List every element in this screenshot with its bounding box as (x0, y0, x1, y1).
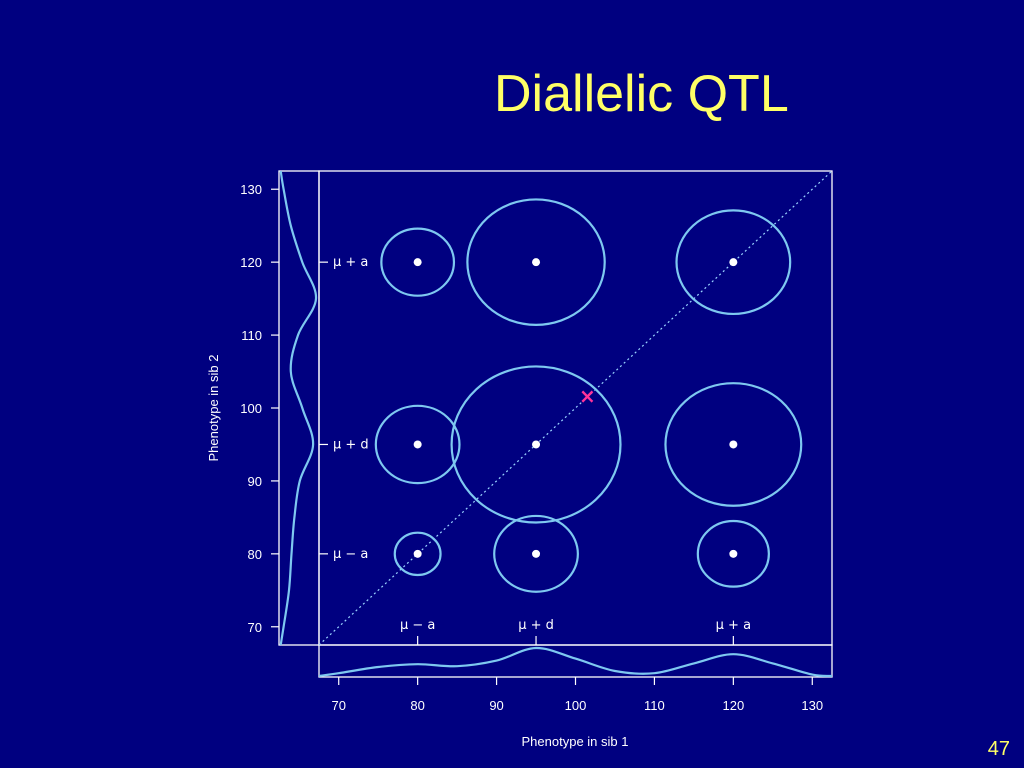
ellipse-0 (380, 227, 456, 297)
x-tick-label-110: 110 (644, 698, 665, 713)
mean-point-1 (532, 258, 541, 267)
x-tick-label-70: 70 (331, 698, 345, 713)
x-tick-label-130: 130 (801, 698, 823, 713)
mean-point-7 (532, 549, 541, 558)
y-tick-label-90: 90 (248, 474, 262, 489)
marker-x: × (579, 384, 596, 408)
observed-pair-marker: × (579, 384, 596, 408)
ellipse-8 (696, 519, 770, 588)
genotype-ellipses (374, 198, 803, 593)
page-number: 47 (987, 738, 1010, 760)
ellipse-4 (450, 365, 622, 524)
mean-point-4 (532, 440, 541, 449)
diagonal-line (318, 170, 833, 646)
y-tick-label-70: 70 (248, 620, 262, 635)
mean-point-8 (729, 549, 738, 558)
y-axis-label: Phenotype in sib 2 (206, 355, 221, 462)
bottom-density-frame (318, 644, 833, 678)
slide-title: Diallelic QTL (494, 65, 789, 123)
x-tick-label-100: 100 (565, 698, 587, 713)
genotype-x-label-1: μ + d (518, 618, 554, 633)
ellipse-1 (466, 198, 606, 326)
sib1-density-curve (318, 646, 833, 678)
genotype-x-label-0: μ − a (400, 618, 435, 633)
mean-point-2 (729, 258, 738, 267)
y-tick-label-80: 80 (248, 547, 262, 562)
left-density-frame (278, 170, 320, 646)
y-tick-label-130: 130 (240, 182, 262, 197)
genotype-y-label-1: μ + d (333, 437, 369, 452)
mean-point-6 (413, 549, 422, 558)
genotype-y-label-2: μ + a (333, 255, 368, 270)
ellipse-3 (374, 404, 461, 485)
ellipse-5 (664, 382, 803, 507)
genotype-mean-labels: μ − a μ − a μ + d μ + d μ + a μ + a (319, 255, 751, 645)
y-axis: 70 80 90 100 110 120 130 (240, 182, 279, 635)
ellipse-2 (675, 209, 792, 316)
genotype-x-label-2: μ + a (716, 618, 751, 633)
mean-point-0 (413, 258, 422, 267)
mean-point-5 (729, 440, 738, 449)
x-axis: 70 80 90 100 110 120 130 (331, 677, 823, 713)
mean-point-3 (413, 440, 422, 449)
genotype-y-label-0: μ − a (333, 547, 368, 562)
y-tick-label-110: 110 (241, 328, 262, 343)
y-tick-label-120: 120 (240, 255, 262, 270)
x-tick-label-90: 90 (489, 698, 503, 713)
ellipse-7 (493, 514, 579, 593)
x-axis-label: Phenotype in sib 1 (522, 734, 629, 749)
y-tick-label-100: 100 (240, 401, 262, 416)
sib2-density-curve (279, 170, 318, 646)
x-tick-label-80: 80 (410, 698, 424, 713)
x-tick-label-120: 120 (722, 698, 744, 713)
marginal-densities (279, 170, 833, 678)
ellipse-6 (393, 531, 442, 577)
